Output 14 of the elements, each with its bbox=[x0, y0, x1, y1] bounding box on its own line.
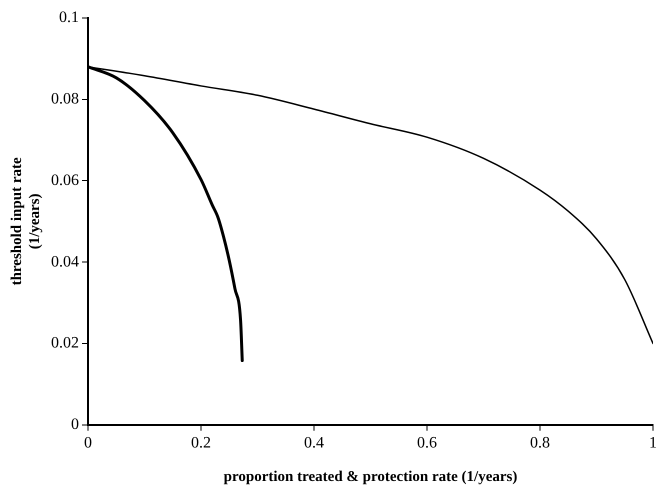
y-tick-label: 0.06 bbox=[51, 172, 79, 189]
y-tick-label: 0.02 bbox=[51, 334, 79, 352]
y-tick-label: 0 bbox=[71, 416, 79, 434]
x-tick-label: 0.6 bbox=[417, 434, 437, 452]
x-tick-label: 0 bbox=[84, 434, 92, 452]
x-tick-label: 1 bbox=[649, 434, 657, 452]
y-axis-title: threshold input rate (1/years) bbox=[8, 157, 43, 286]
x-tick-label: 0.2 bbox=[191, 434, 211, 452]
x-axis-title: proportion treated & protection rate (1/years) bbox=[224, 468, 518, 485]
y-tick-label: 0.04 bbox=[51, 253, 79, 270]
x-tick-label: 0.8 bbox=[530, 434, 550, 452]
x-tick-label: 0.4 bbox=[304, 434, 324, 452]
y-tick-label: 0.1 bbox=[59, 9, 79, 26]
y-tick-label: 0.08 bbox=[51, 90, 79, 108]
